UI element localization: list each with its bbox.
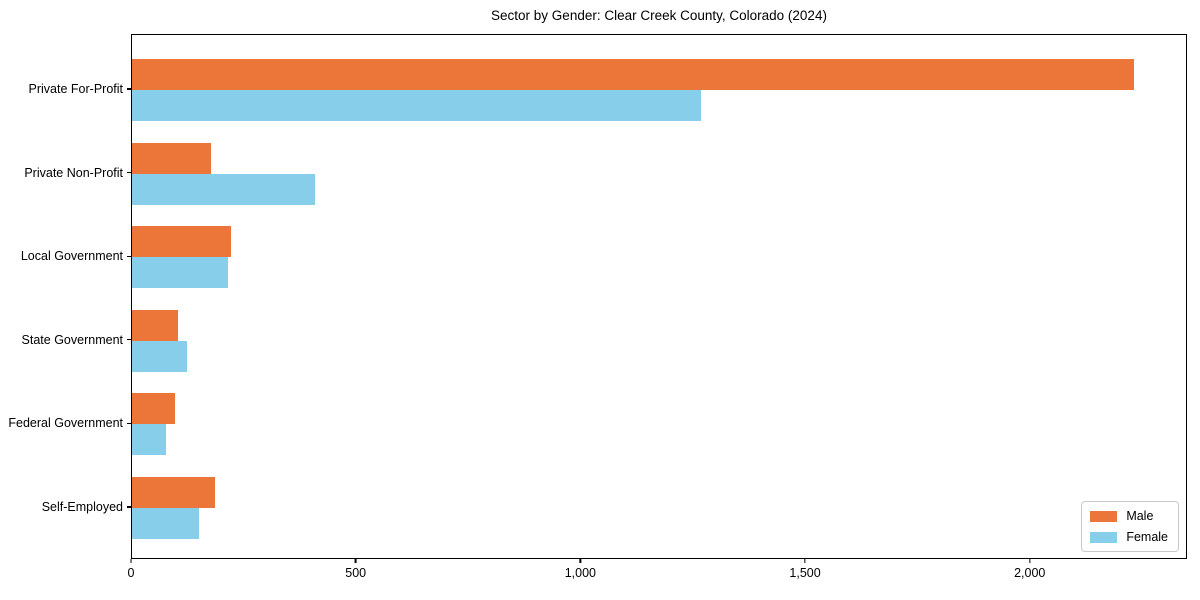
bar-group-private-for-profit <box>132 59 1186 121</box>
x-tick-mark <box>804 559 806 563</box>
x-tick-mark <box>579 559 581 563</box>
bar-male-state-government <box>132 309 178 341</box>
legend-label-male: Male <box>1126 509 1154 523</box>
y-axis: Private For-Profit Private Non-Profit Loca… <box>0 34 131 559</box>
bar-group-private-non-profit <box>132 142 1186 205</box>
y-tick-federal-government: Federal Government <box>8 416 131 430</box>
y-tick-label-federal-government: Federal Government <box>8 416 123 431</box>
bar-group-self-employed <box>132 477 1186 539</box>
bar-group-federal-government <box>132 393 1186 456</box>
legend-swatch-male <box>1090 510 1118 522</box>
x-tick-mark <box>130 559 132 563</box>
bar-female-state-government <box>132 340 187 372</box>
x-axis: 0 500 1,000 1,500 2,000 <box>127 559 1187 591</box>
bar-male-self-employed <box>132 477 215 508</box>
legend-swatch-female <box>1090 531 1118 543</box>
bar-male-private-non-profit <box>132 142 211 174</box>
x-tick-label-2-000: 2,000 <box>1014 566 1046 580</box>
bar-female-local-government <box>132 257 228 289</box>
y-tick-mark <box>127 171 131 174</box>
y-tick-mark <box>127 339 131 341</box>
x-tick-label-1-500: 1,500 <box>789 566 821 580</box>
y-tick-state-government: State Government <box>22 333 131 347</box>
bar-female-private-for-profit <box>132 90 701 121</box>
y-tick-label-self-employed: Self-Employed <box>41 500 123 514</box>
y-tick-self-employed: Self-Employed <box>42 500 131 514</box>
y-tick-label-private-for-profit: Private For-Profit <box>28 82 123 96</box>
y-tick-private-non-profit: Private Non-Profit <box>24 166 131 180</box>
y-tick-private-for-profit: Private For-Profit <box>29 82 131 96</box>
chart-title: Sector by Gender: Clear Creek County, Co… <box>491 8 827 23</box>
x-tick-1-000: 1,000 <box>565 559 596 580</box>
y-tick-label-state-government: State Government <box>21 332 123 347</box>
x-tick-0: 0 <box>127 559 135 580</box>
legend-label-female: Female <box>1126 530 1168 544</box>
y-tick-label-private-non-profit: Private Non-Profit <box>24 165 123 180</box>
legend: Male Female <box>1081 501 1179 552</box>
y-tick-mark <box>127 506 131 508</box>
x-tick-label-500: 500 <box>345 566 367 580</box>
plot-area: Male Female <box>131 34 1187 559</box>
x-tick-mark <box>355 559 357 563</box>
x-tick-label-1-000: 1,000 <box>564 566 596 580</box>
y-tick-mark <box>127 88 131 90</box>
bar-female-private-non-profit <box>132 173 315 205</box>
bar-group-local-government <box>132 226 1186 289</box>
bar-male-local-government <box>132 226 232 258</box>
x-tick-label-0: 0 <box>127 566 135 580</box>
x-tick-500: 500 <box>345 559 366 580</box>
y-tick-mark <box>127 255 131 257</box>
bar-group-state-government <box>132 309 1186 372</box>
x-tick-mark <box>1029 559 1031 563</box>
x-tick-2-000: 2,000 <box>1014 559 1045 580</box>
x-tick-1-500: 1,500 <box>789 559 821 580</box>
bar-female-federal-government <box>132 424 166 456</box>
bar-male-private-for-profit <box>132 59 1135 90</box>
bar-female-self-employed <box>132 508 200 539</box>
y-tick-local-government: Local Government <box>21 249 131 263</box>
bar-male-federal-government <box>132 393 176 425</box>
y-tick-mark <box>127 422 131 425</box>
y-tick-label-local-government: Local Government <box>20 249 123 264</box>
legend-item-female: Female <box>1090 530 1168 544</box>
legend-item-male: Male <box>1090 509 1168 523</box>
